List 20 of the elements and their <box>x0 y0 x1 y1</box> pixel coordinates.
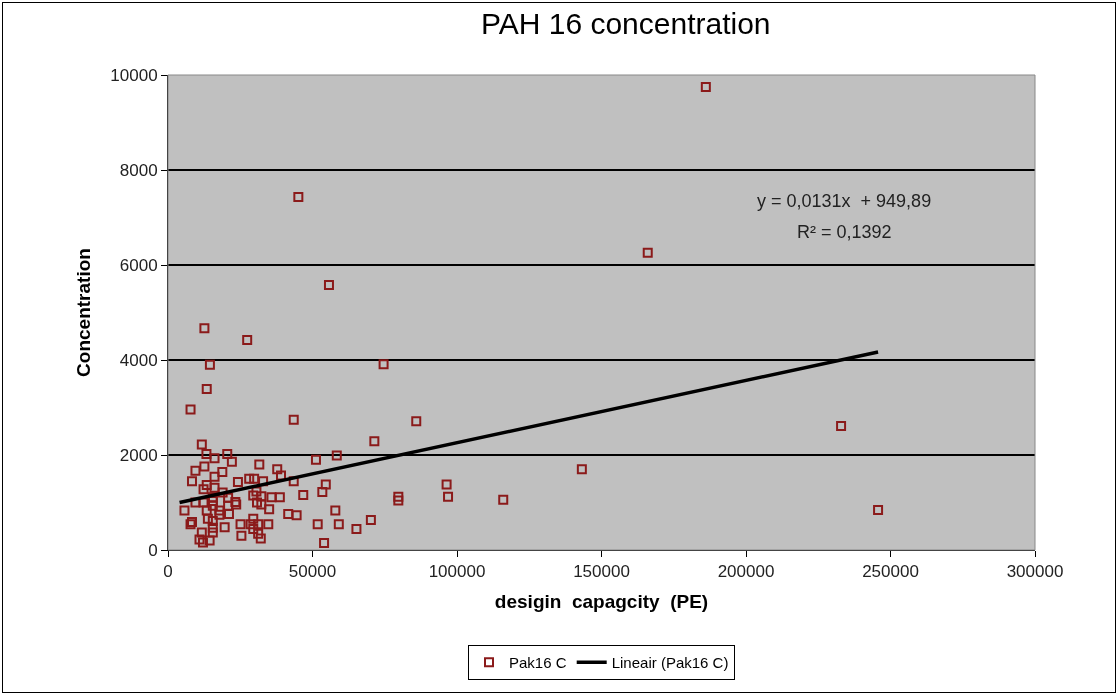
x-tick-label: 50000 <box>288 562 337 582</box>
x-tick-label: 0 <box>163 562 173 582</box>
y-tick-label: 6000 <box>119 255 158 275</box>
y-tick-label: 4000 <box>119 350 158 370</box>
y-tick-label: 10000 <box>110 65 158 85</box>
y-tick-label: 8000 <box>119 160 158 180</box>
annotation: R² = 0,1392 <box>797 222 892 242</box>
annotation: y = 0,0131x + 949,89 <box>757 191 932 211</box>
x-tick-label: 300000 <box>1006 562 1064 582</box>
y-axis-title: Concentration <box>73 248 95 377</box>
chart-title: PAH 16 concentration <box>480 7 771 41</box>
legend-label: Pak16 C <box>509 654 567 672</box>
x-tick-label: 100000 <box>428 562 486 582</box>
y-tick-label: 0 <box>148 540 158 560</box>
x-tick-label: 150000 <box>573 562 630 582</box>
x-tick-label: 200000 <box>717 562 775 582</box>
x-axis-title: desigin capagcity (PE) <box>494 591 709 613</box>
x-tick-label: 250000 <box>862 562 919 582</box>
y-tick-label: 2000 <box>119 445 158 465</box>
legend-label: Lineair (Pak16 C) <box>611 654 729 672</box>
